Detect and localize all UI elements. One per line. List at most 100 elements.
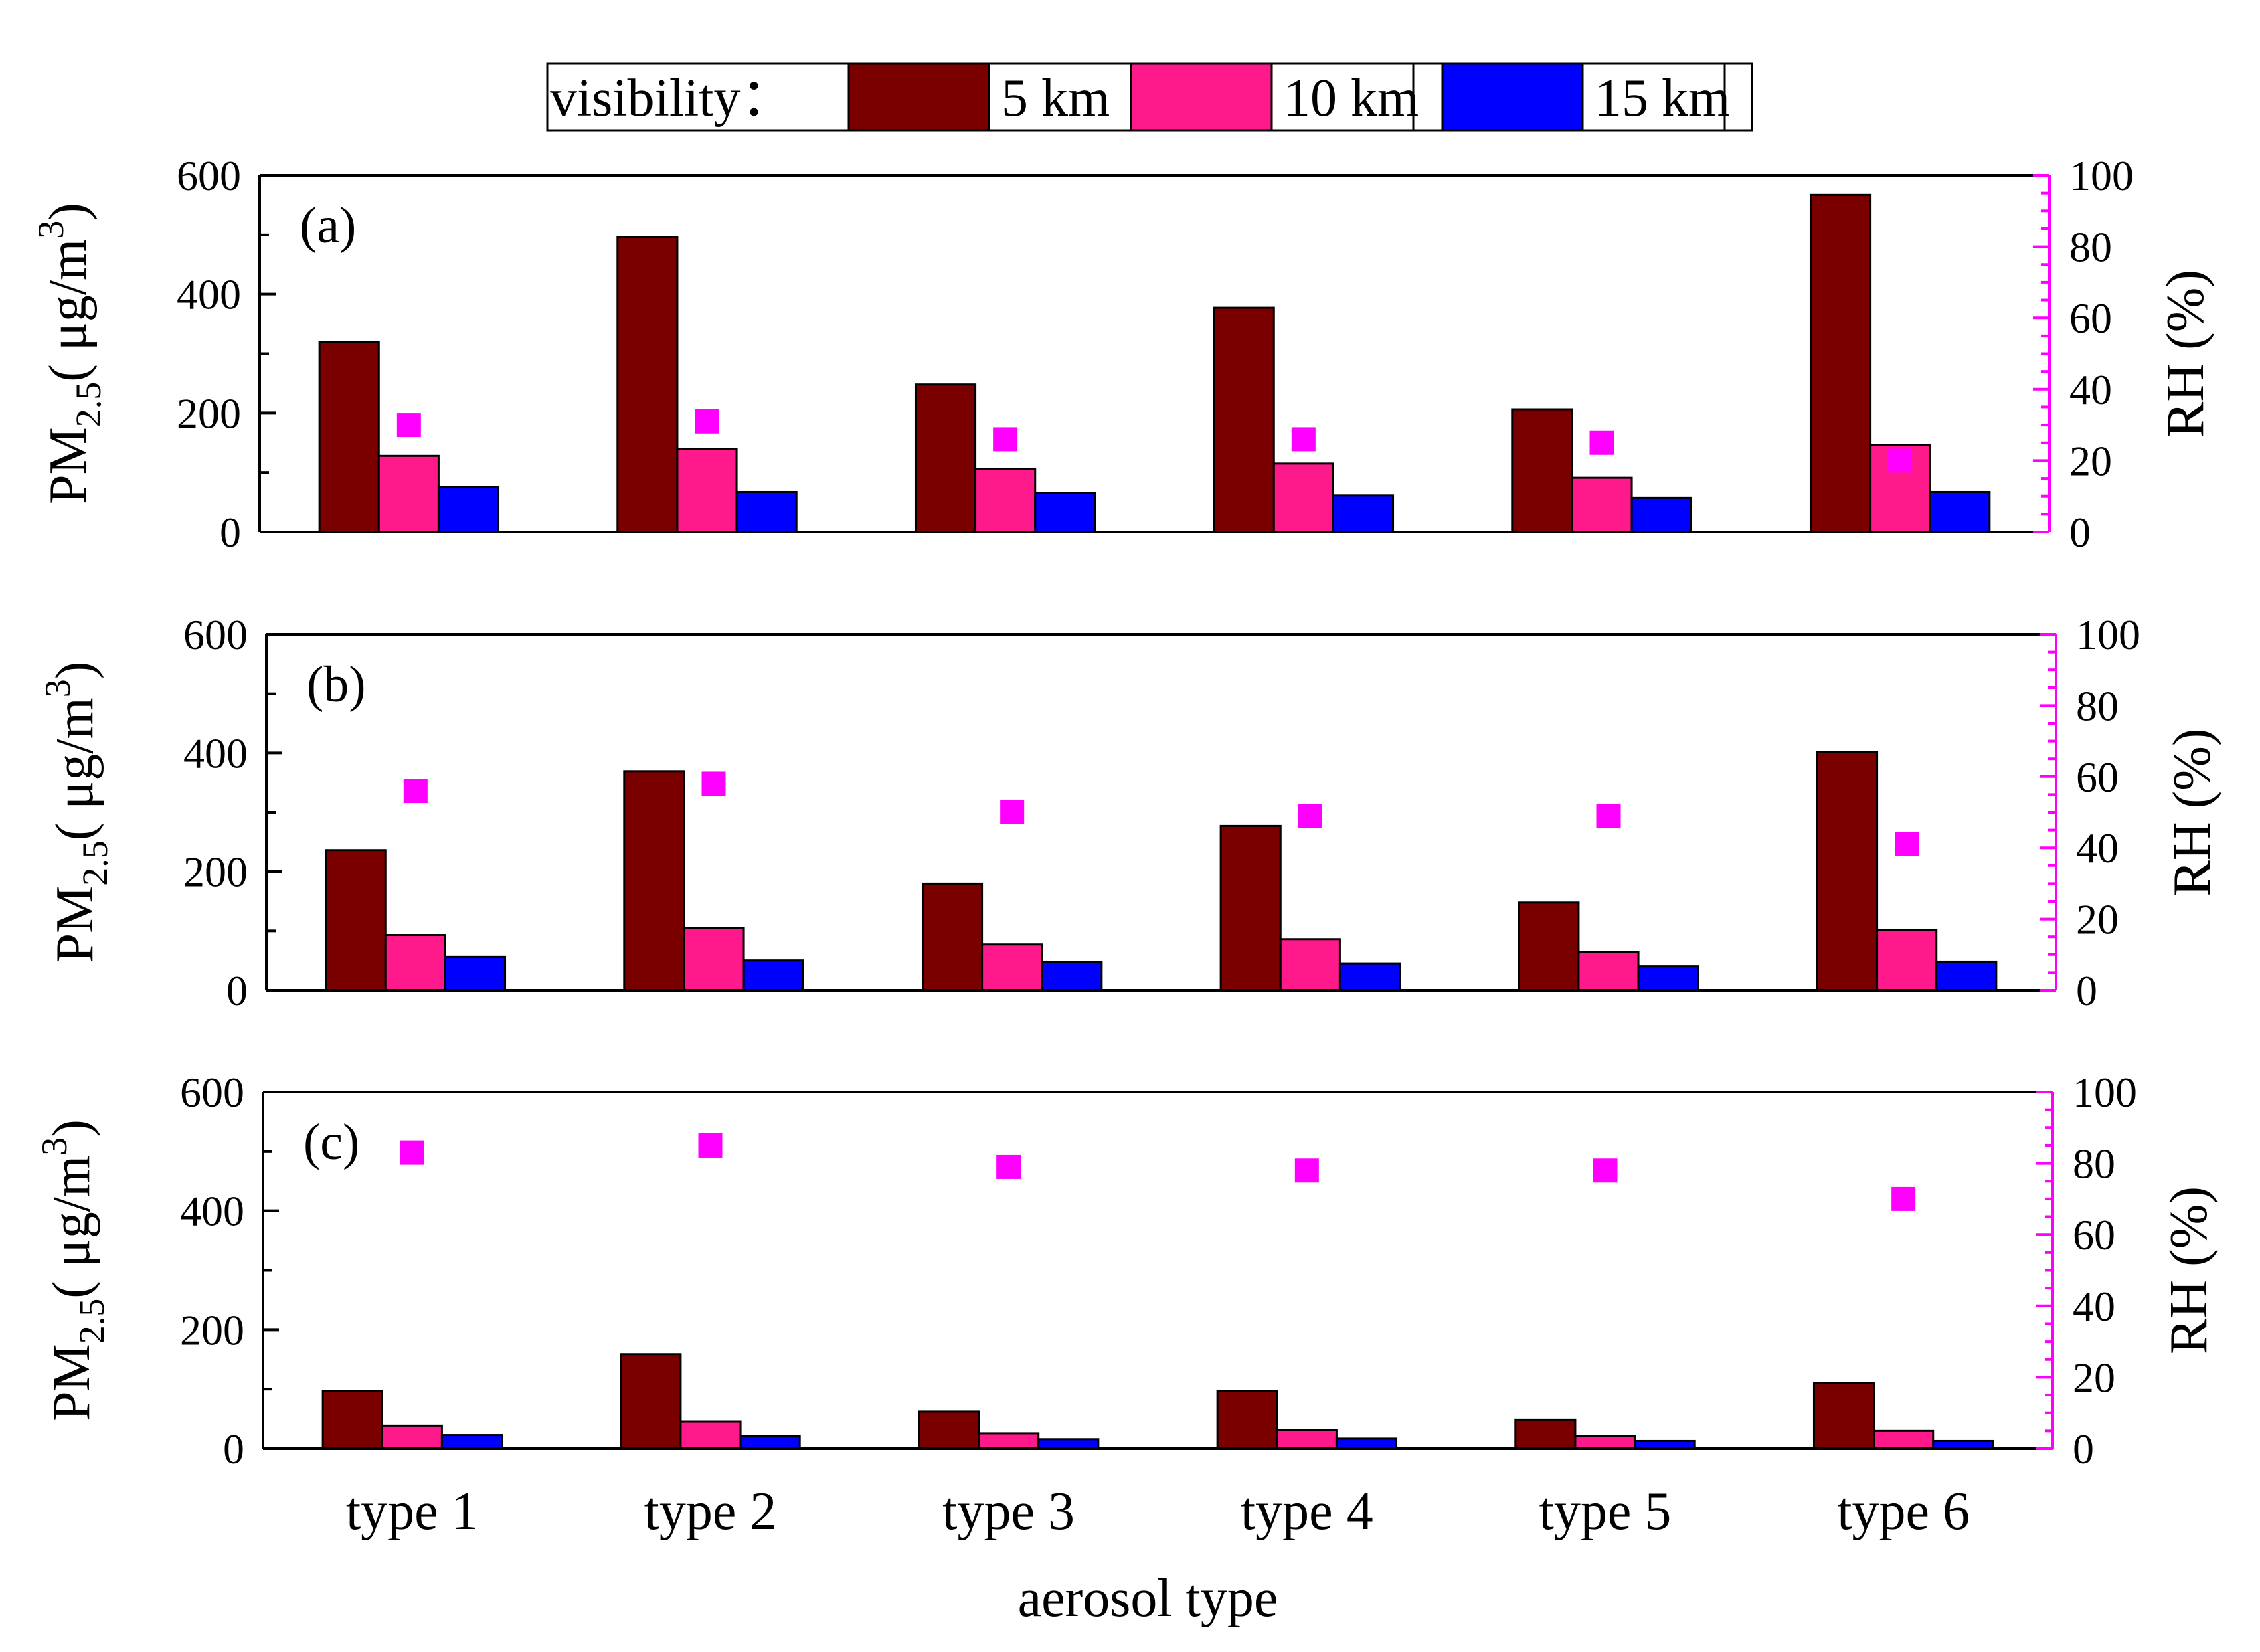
right-tick-label: 0	[2073, 1425, 2094, 1473]
left-tick-label: 0	[226, 967, 248, 1014]
right-tick-label: 100	[2069, 152, 2134, 199]
bar-5-km-type-6	[1812, 1382, 1875, 1450]
bar-10-km-type-3	[981, 943, 1043, 992]
bar-5-km-type-2	[616, 235, 679, 533]
category-label-type-3: type 3	[942, 1482, 1075, 1541]
legend-label-10-km: 10 km	[1284, 69, 1419, 128]
bar-5-km-type-5	[1518, 901, 1580, 992]
bar-15-km-type-4	[1332, 494, 1395, 533]
category-label-type-1: type 1	[346, 1482, 479, 1541]
bar-10-km-type-2	[679, 1420, 742, 1450]
left-tick-label: 200	[183, 848, 248, 896]
legend-label-5-km: 5 km	[1001, 69, 1110, 128]
bar-15-km-type-5	[1630, 496, 1692, 533]
right-tick-label: 80	[2069, 223, 2112, 271]
rh-marker-type-4	[1294, 1158, 1319, 1183]
panel-label: (c)	[303, 1114, 359, 1170]
legend-title: visibility：	[550, 69, 794, 128]
bar-10-km-type-4	[1276, 1429, 1338, 1450]
right-tick-label: 20	[2069, 437, 2112, 484]
rh-marker-type-3	[993, 427, 1018, 452]
left-tick-label: 600	[177, 152, 241, 199]
right-tick-label: 20	[2076, 896, 2119, 943]
bar-5-km-type-2	[623, 770, 685, 992]
bar-10-km-type-4	[1272, 462, 1334, 533]
left-tick-label: 0	[220, 509, 241, 556]
rh-marker-type-1	[400, 1140, 424, 1165]
left-tick-label: 200	[177, 389, 241, 437]
right-axis-title: RH (%)	[2160, 1186, 2219, 1354]
bar-5-km-type-3	[918, 1410, 980, 1450]
legend-box-15-km	[1581, 62, 1726, 132]
bar-10-km-type-1	[377, 454, 440, 533]
bar-10-km-type-1	[381, 1424, 443, 1450]
rh-marker-type-5	[1589, 430, 1614, 455]
panel-c: 0 200 400 600 0 20 40 60 80 100 (c) PM2.5( μg/m3) RH…	[34, 1069, 2219, 1541]
bar-10-km-type-6	[1876, 929, 1938, 992]
left-tick-label: 200	[180, 1306, 244, 1354]
panel-a: 0 200 400 600 0 20 40 60 80 100 (a) PM2.5( μg/m3) RH…	[31, 152, 2215, 556]
left-tick-label: 400	[183, 729, 248, 777]
right-tick-label: 0	[2069, 509, 2091, 556]
bar-5-km-type-3	[921, 882, 984, 992]
bar-5-km-type-1	[325, 849, 387, 992]
legend-label-15-km: 15 km	[1595, 69, 1730, 128]
legend-swatch-10-km	[1130, 62, 1273, 132]
right-tick-label: 60	[2073, 1211, 2115, 1259]
bar-10-km-type-6	[1873, 1429, 1935, 1450]
right-tick-label: 80	[2076, 682, 2119, 729]
bar-10-km-type-5	[1571, 476, 1633, 533]
bar-10-km-type-3	[978, 1432, 1040, 1450]
category-label-type-5: type 5	[1539, 1482, 1672, 1541]
category-label-type-6: type 6	[1837, 1482, 1970, 1541]
bar-10-km-type-2	[683, 927, 745, 992]
bar-15-km-type-2	[739, 1435, 801, 1450]
bar-5-km-type-4	[1216, 1390, 1278, 1450]
legend-box-5-km	[988, 62, 1132, 132]
rh-marker-type-5	[1596, 804, 1621, 828]
panel-b: 0 200 400 600 0 20 40 60 80 100 (b) PM2.5( μg/m3) RH…	[37, 611, 2222, 1014]
legend-swatch-15-km	[1441, 62, 1584, 132]
right-tick-label: 0	[2076, 967, 2097, 1014]
bar-5-km-type-6	[1809, 193, 1872, 533]
bar-15-km-type-3	[1037, 1438, 1100, 1450]
left-tick-label: 600	[183, 611, 248, 658]
rh-marker-type-2	[695, 409, 719, 434]
rh-marker-type-4	[1298, 804, 1322, 828]
category-label-type-4: type 4	[1241, 1482, 1373, 1541]
bar-5-km-type-2	[620, 1353, 682, 1450]
right-tick-label: 40	[2073, 1283, 2115, 1330]
rh-marker-type-3	[1000, 800, 1025, 824]
bar-15-km-type-1	[437, 485, 500, 533]
right-tick-label: 80	[2073, 1140, 2115, 1188]
rh-marker-type-6	[1895, 832, 1919, 856]
bar-10-km-type-3	[974, 468, 1037, 533]
bar-5-km-type-5	[1514, 1418, 1577, 1450]
right-axis-title: RH (%)	[2156, 270, 2215, 438]
bar-5-km-type-4	[1219, 824, 1282, 992]
bar-15-km-type-1	[440, 1434, 503, 1450]
bar-5-km-type-1	[318, 341, 380, 533]
rh-marker-type-6	[1888, 448, 1913, 473]
left-tick-label: 0	[223, 1425, 244, 1473]
bar-15-km-type-2	[742, 959, 804, 992]
bar-5-km-type-4	[1213, 306, 1275, 533]
panel-label: (b)	[307, 656, 366, 713]
bar-10-km-type-5	[1574, 1435, 1636, 1450]
bar-15-km-type-3	[1041, 961, 1103, 992]
bar-15-km-type-1	[444, 955, 507, 992]
left-tick-label: 600	[180, 1069, 244, 1116]
x-axis-title: aerosol type	[1018, 1569, 1278, 1628]
bar-15-km-type-6	[1929, 490, 1991, 533]
left-axis-title: PM2.5( μg/m3)	[34, 1119, 112, 1421]
rh-marker-type-4	[1291, 427, 1316, 452]
bar-15-km-type-4	[1335, 1437, 1398, 1450]
left-axis-title: PM2.5( μg/m3)	[31, 203, 108, 504]
rh-marker-type-1	[396, 413, 421, 438]
bar-15-km-type-2	[735, 490, 798, 533]
right-axis-title: RH (%)	[2163, 728, 2222, 896]
right-tick-label: 60	[2069, 294, 2112, 342]
rh-marker-type-5	[1593, 1158, 1618, 1183]
